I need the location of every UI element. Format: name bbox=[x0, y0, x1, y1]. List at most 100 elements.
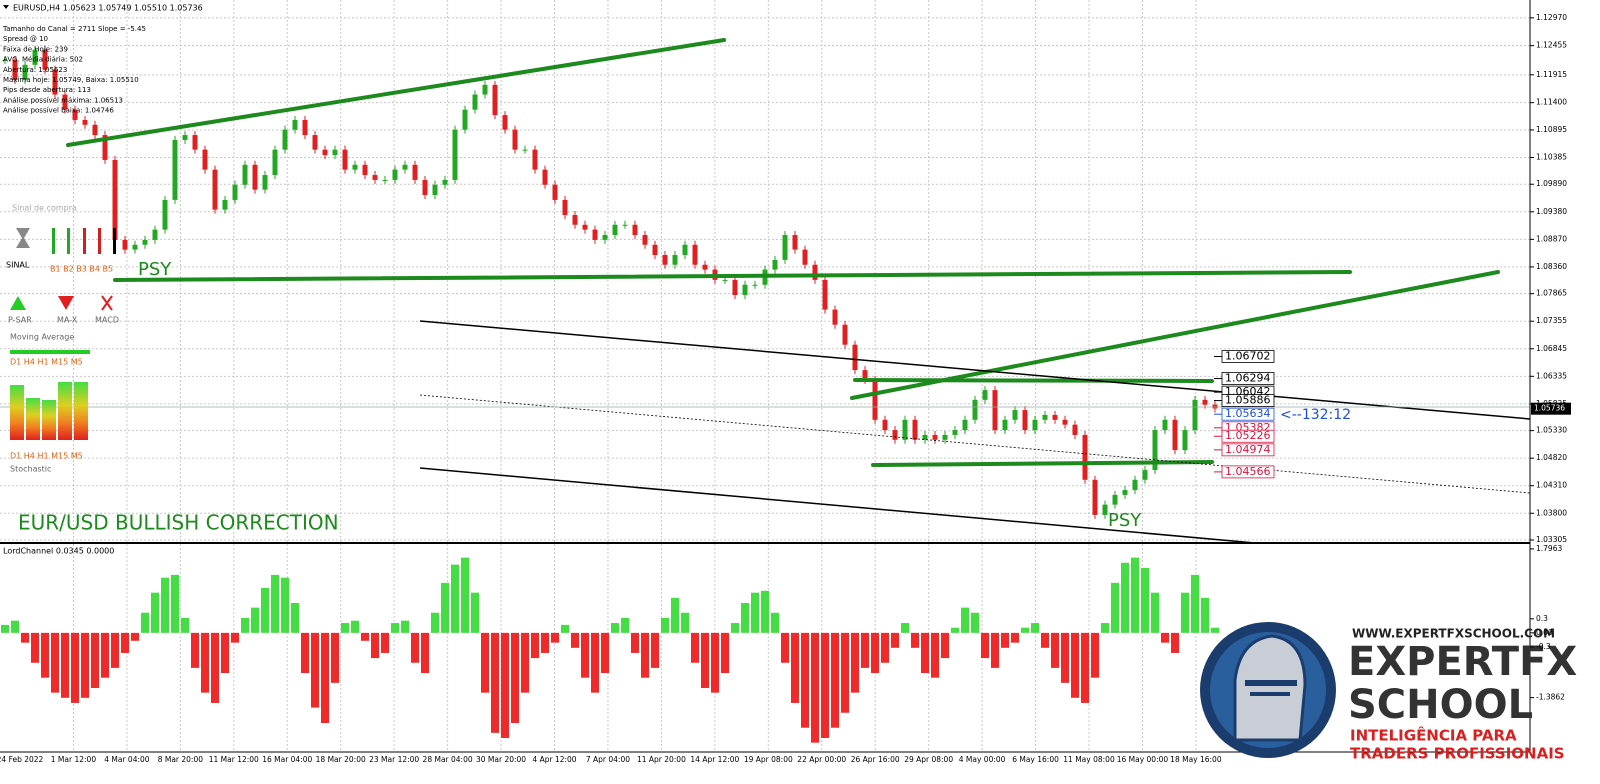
candle bbox=[482, 84, 488, 95]
candle bbox=[292, 119, 298, 130]
candle bbox=[152, 229, 158, 240]
y-tick-label: 1.05330 bbox=[1536, 426, 1567, 435]
signal-label: SINAL bbox=[6, 261, 30, 270]
histogram-bar bbox=[131, 632, 139, 641]
histogram-bar bbox=[851, 632, 859, 693]
channel-mid bbox=[419, 394, 1531, 494]
signal-bar bbox=[98, 228, 101, 254]
y-tick-label: 1.10385 bbox=[1536, 152, 1567, 161]
histogram-bar bbox=[971, 612, 979, 633]
info-line: Faixa de Hoje: 239 bbox=[3, 45, 68, 53]
channel-line bbox=[419, 467, 1256, 544]
histogram-bar bbox=[421, 632, 429, 674]
candle bbox=[342, 149, 348, 170]
timer: <--132:12 bbox=[1280, 407, 1351, 423]
candle bbox=[1032, 419, 1038, 431]
histogram-bar bbox=[881, 632, 889, 663]
histogram-bar bbox=[11, 620, 19, 633]
trend-line bbox=[853, 378, 1214, 383]
candle bbox=[942, 434, 948, 440]
candle bbox=[242, 164, 248, 185]
histogram-bar bbox=[191, 632, 199, 668]
histogram-bar bbox=[901, 623, 909, 633]
histogram-bar bbox=[691, 632, 699, 663]
candle bbox=[332, 149, 338, 156]
histogram-bar bbox=[861, 632, 869, 668]
histogram-bar bbox=[491, 632, 499, 733]
histogram-bar bbox=[1061, 632, 1069, 683]
histogram-bar bbox=[1, 624, 9, 633]
histogram-bar bbox=[1201, 597, 1209, 633]
candle bbox=[782, 235, 788, 260]
histogram-bar bbox=[711, 632, 719, 693]
histogram-bar bbox=[201, 632, 209, 693]
histogram-bar bbox=[741, 602, 749, 633]
level-label: 1.05634 bbox=[1225, 407, 1271, 420]
histogram-bar bbox=[121, 632, 129, 653]
candle bbox=[702, 264, 708, 270]
candle bbox=[1162, 419, 1168, 431]
eq-bar bbox=[42, 400, 56, 440]
y-tick-label: 1.12970 bbox=[1536, 13, 1567, 22]
candle bbox=[272, 149, 278, 176]
candle bbox=[652, 244, 658, 256]
candle bbox=[742, 284, 748, 296]
channel-line bbox=[419, 320, 1531, 420]
info-line: Pips desde abertura: 113 bbox=[3, 86, 91, 94]
candle bbox=[192, 135, 198, 150]
histogram-bar bbox=[41, 632, 49, 678]
symbol-line: EURUSD,H4 1.05623 1.05749 1.05510 1.0573… bbox=[13, 4, 203, 13]
psy-label: PSY bbox=[1108, 510, 1142, 531]
histogram-bar bbox=[981, 632, 989, 659]
histogram-bar bbox=[951, 627, 959, 633]
candle bbox=[32, 49, 38, 65]
histogram-bar bbox=[721, 632, 729, 674]
candle bbox=[452, 129, 458, 180]
candle bbox=[122, 239, 128, 250]
histogram-bar bbox=[731, 623, 739, 633]
histogram-bar bbox=[151, 592, 159, 633]
trend-line bbox=[113, 270, 1352, 282]
histogram-bar bbox=[701, 632, 709, 688]
candle bbox=[172, 139, 178, 200]
y-tick-label: 1.08360 bbox=[1536, 262, 1567, 271]
candle bbox=[992, 390, 998, 431]
level-box bbox=[1221, 350, 1275, 363]
histogram-bar bbox=[961, 607, 969, 633]
histogram-bar bbox=[471, 592, 479, 633]
histogram-bar bbox=[211, 632, 219, 703]
histogram-bar bbox=[401, 620, 409, 633]
histogram-bar bbox=[991, 632, 999, 668]
candle bbox=[472, 94, 478, 110]
candle bbox=[1122, 490, 1128, 495]
candle bbox=[132, 244, 138, 250]
ma-frames: D1 H4 H1 M15 M5 bbox=[10, 358, 83, 367]
stochastic-label: Stochastic bbox=[10, 465, 51, 474]
histogram-bar bbox=[541, 632, 549, 653]
y-tick-label: 1.11400 bbox=[1536, 98, 1567, 107]
candle bbox=[972, 399, 978, 420]
histogram-bar bbox=[351, 620, 359, 633]
histogram-bar bbox=[71, 632, 79, 703]
candle bbox=[562, 199, 568, 216]
candle bbox=[1012, 410, 1018, 420]
watermark-brand: EXPERTFX bbox=[1348, 639, 1577, 685]
eq-bar bbox=[58, 382, 72, 440]
candle bbox=[542, 169, 548, 185]
x-tick-label: 19 Apr 08:00 bbox=[744, 755, 793, 764]
histogram-bar bbox=[501, 632, 509, 738]
histogram-bar bbox=[641, 632, 649, 678]
histogram-bar bbox=[941, 632, 949, 659]
y-tick-label: -0.3 bbox=[1536, 642, 1551, 651]
x-tick-label: 1 Mar 12:00 bbox=[51, 755, 97, 764]
histogram-bar bbox=[361, 632, 369, 641]
level-box bbox=[1221, 372, 1275, 385]
histogram-bar bbox=[661, 617, 669, 633]
histogram-bar bbox=[891, 632, 899, 648]
menu-arrow[interactable] bbox=[3, 5, 9, 9]
histogram-bar bbox=[1181, 592, 1189, 633]
y-tick-label: 1.03305 bbox=[1536, 535, 1567, 544]
histogram-bar bbox=[1001, 632, 1009, 648]
